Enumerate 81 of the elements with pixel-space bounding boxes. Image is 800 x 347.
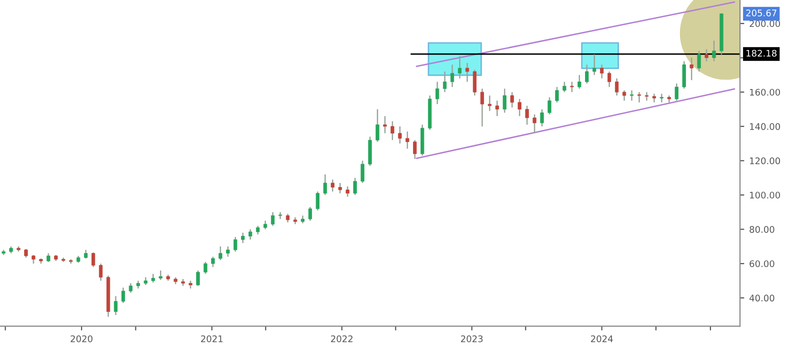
candlestick bbox=[248, 228, 252, 240]
candlestick bbox=[196, 270, 200, 287]
candlestick bbox=[376, 108, 380, 142]
x-tick-label: 2020 bbox=[70, 335, 92, 342]
candlestick bbox=[704, 48, 708, 62]
candlestick bbox=[592, 54, 596, 76]
candlestick bbox=[570, 81, 574, 93]
candlestick bbox=[622, 90, 626, 102]
candlestick bbox=[465, 62, 470, 82]
candlestick bbox=[562, 81, 566, 93]
candlestick bbox=[360, 160, 364, 184]
x-tick-label: 2022 bbox=[331, 335, 352, 342]
candlestick bbox=[114, 296, 118, 316]
candlestick bbox=[682, 60, 686, 90]
candlestick bbox=[278, 212, 282, 220]
candlestick bbox=[330, 178, 334, 192]
y-tick-label: 200.00 bbox=[750, 20, 780, 28]
y-tick-label: 100.00 bbox=[750, 192, 780, 199]
candlestick bbox=[442, 70, 447, 93]
y-tick-label: 120.00 bbox=[750, 157, 780, 164]
candlestick bbox=[555, 86, 559, 104]
candlestick bbox=[390, 120, 394, 141]
candlestick bbox=[353, 177, 357, 196]
y-tick-label: 60.00 bbox=[750, 260, 774, 268]
candlestick bbox=[697, 50, 701, 72]
candlestick bbox=[316, 190, 320, 212]
candlestick bbox=[435, 81, 440, 105]
candlestick bbox=[614, 78, 619, 96]
candlestick bbox=[548, 96, 552, 116]
candlestick bbox=[308, 206, 312, 222]
candlestick bbox=[98, 262, 103, 282]
candlestick bbox=[502, 88, 506, 114]
candlestick bbox=[241, 232, 245, 244]
candlestick bbox=[495, 100, 499, 117]
candlestick bbox=[585, 64, 589, 84]
candlestick bbox=[712, 40, 716, 62]
candlestick bbox=[458, 55, 462, 79]
candlestick bbox=[637, 91, 642, 104]
candlestick bbox=[525, 105, 529, 126]
candlestick bbox=[600, 64, 604, 79]
candlestick bbox=[488, 94, 492, 112]
candlestick bbox=[383, 115, 387, 134]
candlestick bbox=[644, 91, 649, 102]
candlestick bbox=[660, 93, 664, 104]
candlestick bbox=[413, 139, 417, 160]
candlestick bbox=[607, 70, 612, 88]
candlestick bbox=[518, 98, 522, 117]
candlestick bbox=[532, 114, 536, 134]
y-tick-label: 80.00 bbox=[750, 226, 774, 233]
candlestick bbox=[690, 57, 694, 81]
candlestick bbox=[91, 252, 96, 268]
candlestick bbox=[480, 88, 484, 128]
candlestick bbox=[346, 186, 350, 198]
candlestick bbox=[226, 246, 230, 258]
candlestick bbox=[406, 130, 410, 150]
candlestick bbox=[158, 270, 162, 280]
candlestick bbox=[270, 212, 275, 226]
candlestick bbox=[204, 261, 208, 274]
candlestick bbox=[338, 182, 342, 194]
candlestick bbox=[128, 282, 133, 294]
candlestick bbox=[630, 90, 634, 102]
candlestick bbox=[398, 126, 402, 144]
candlestick bbox=[510, 91, 514, 108]
x-tick-label: 2024 bbox=[591, 335, 613, 342]
x-tick-label: 2021 bbox=[201, 335, 223, 342]
x-tick-label: 2023 bbox=[461, 335, 483, 342]
text: 205.67 bbox=[746, 10, 776, 16]
candlestick bbox=[472, 69, 477, 96]
candlestick bbox=[218, 246, 222, 261]
candlestick bbox=[323, 174, 327, 196]
candlestick bbox=[234, 236, 238, 252]
y-tick-label: 160.00 bbox=[750, 88, 780, 96]
y-tick-label: 40.00 bbox=[749, 294, 774, 302]
candlestick bbox=[450, 64, 454, 88]
candlestick bbox=[211, 256, 215, 268]
annotation: 182.18 bbox=[746, 50, 777, 57]
candlestick bbox=[540, 108, 544, 128]
y-tick-label: 140.00 bbox=[750, 123, 780, 130]
candlestick bbox=[578, 74, 582, 90]
candlestick bbox=[121, 286, 126, 304]
candlestick bbox=[674, 82, 678, 102]
